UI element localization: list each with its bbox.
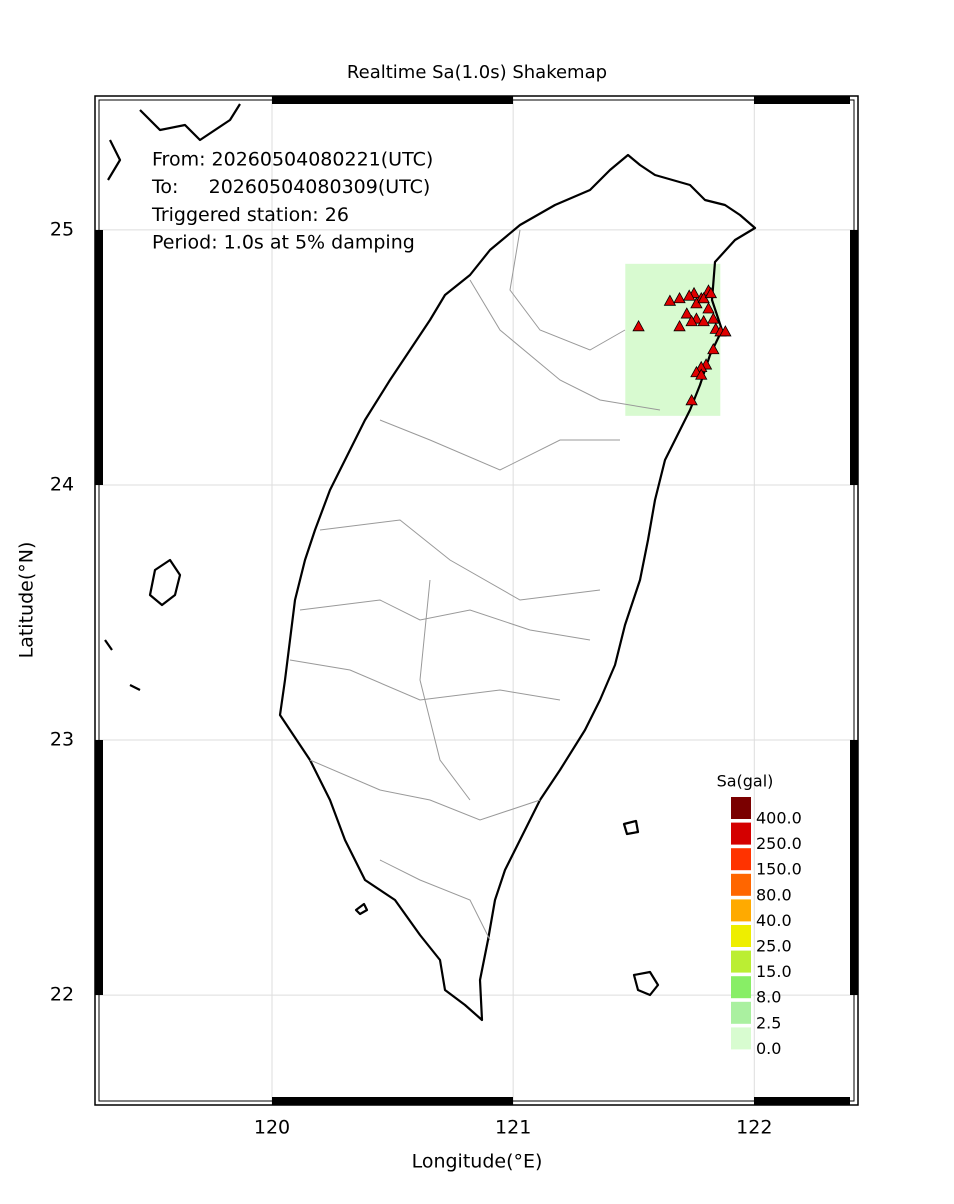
station-marker [704, 286, 718, 299]
station-marker [632, 319, 645, 332]
orchid-island [632, 970, 660, 997]
legend-swatch [731, 873, 751, 896]
station-marker [695, 368, 708, 380]
xiaoliuqiu [354, 902, 369, 916]
stations [632, 284, 732, 406]
station-marker [685, 393, 698, 406]
legend-label: 40.0 [756, 911, 792, 930]
county-lines [289, 229, 661, 941]
station-marker [673, 319, 686, 332]
y-tick-label: 25 [50, 218, 74, 240]
legend-swatch [731, 848, 751, 871]
legend-label: 25.0 [756, 937, 792, 956]
info-text: From: 20260504080221(UTC) To: 20260504080… [151, 149, 433, 254]
map-title: Realtime Sa(1.0s) Shakemap [347, 62, 607, 83]
station-marker [683, 289, 696, 301]
x-tick-label: 121 [495, 1117, 531, 1139]
shaded-area [625, 263, 721, 416]
green-island [622, 819, 640, 836]
frame-stripes [95, 96, 858, 1105]
legend: Sa(gal) 400.0 250.0 150.0 80.0 40.0 25.0 15.0 8.… [717, 772, 802, 1058]
penghu [148, 558, 182, 607]
shade-layer [625, 263, 721, 416]
legend-swatch [731, 899, 751, 922]
ticks: 120 121 122 22 23 24 25 [50, 218, 773, 1138]
station-marker [707, 342, 720, 355]
y-tick-label: 23 [50, 729, 74, 751]
legend-label: 80.0 [756, 885, 792, 904]
legend-swatch [731, 925, 751, 947]
legend-label: 2.5 [756, 1013, 781, 1032]
taiwan-coast [278, 153, 757, 1022]
y-tick-label: 24 [50, 473, 74, 495]
legend-swatch [731, 1027, 751, 1050]
station-marker [697, 314, 710, 327]
info-line: From: 20260504080221(UTC) [152, 149, 433, 171]
legend-swatch [731, 976, 751, 999]
legend-label: 8.0 [756, 988, 781, 1007]
station-marker [702, 302, 715, 314]
legend-label: 400.0 [756, 809, 802, 828]
y-tick-label: 22 [50, 984, 74, 1006]
x-axis-label: Longitude(°E) [412, 1151, 543, 1173]
station-marker [680, 307, 693, 319]
legend-label: 150.0 [756, 860, 802, 879]
legend-title: Sa(gal) [717, 772, 774, 791]
legend-label: 15.0 [756, 962, 792, 981]
station-marker [719, 325, 732, 337]
info-line: Triggered station: 26 [151, 204, 349, 226]
legend-swatch [731, 822, 751, 845]
legend-label: 250.0 [756, 834, 802, 853]
info-line: Period: 1.0s at 5% damping [152, 232, 415, 254]
info-line: To: 20260504080309(UTC) [151, 176, 430, 198]
grid [95, 96, 858, 1105]
coastline [104, 103, 757, 1022]
station-marker [673, 291, 686, 304]
legend-swatch [731, 797, 751, 819]
station-marker [685, 314, 698, 327]
station-marker [707, 312, 720, 324]
x-tick-label: 120 [254, 1117, 290, 1139]
legend-label: 0.0 [756, 1039, 781, 1058]
legend-swatch [731, 1001, 751, 1024]
legend-swatch [731, 950, 751, 973]
mainland-coast [104, 103, 241, 691]
x-tick-label: 122 [736, 1117, 772, 1139]
y-axis-label: Latitude(°N) [16, 542, 38, 659]
station-marker [663, 294, 677, 306]
